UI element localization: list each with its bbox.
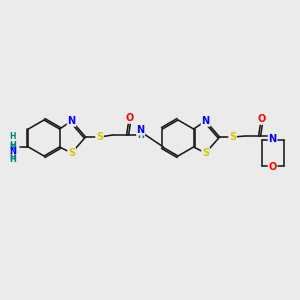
Text: O: O bbox=[268, 162, 277, 172]
Text: S: S bbox=[229, 132, 236, 142]
Text: N: N bbox=[9, 148, 16, 157]
Text: H
N
H: H N H bbox=[9, 132, 16, 162]
Text: S: S bbox=[96, 132, 103, 142]
Text: O: O bbox=[125, 113, 134, 123]
Text: H: H bbox=[9, 154, 16, 164]
Text: O: O bbox=[257, 114, 266, 124]
Text: H: H bbox=[9, 140, 16, 149]
Text: N: N bbox=[202, 116, 210, 126]
Text: N: N bbox=[68, 116, 76, 126]
Text: H: H bbox=[137, 131, 144, 140]
Text: N: N bbox=[136, 125, 145, 135]
Text: S: S bbox=[202, 148, 209, 158]
Text: N: N bbox=[268, 134, 277, 144]
Text: S: S bbox=[68, 148, 75, 158]
